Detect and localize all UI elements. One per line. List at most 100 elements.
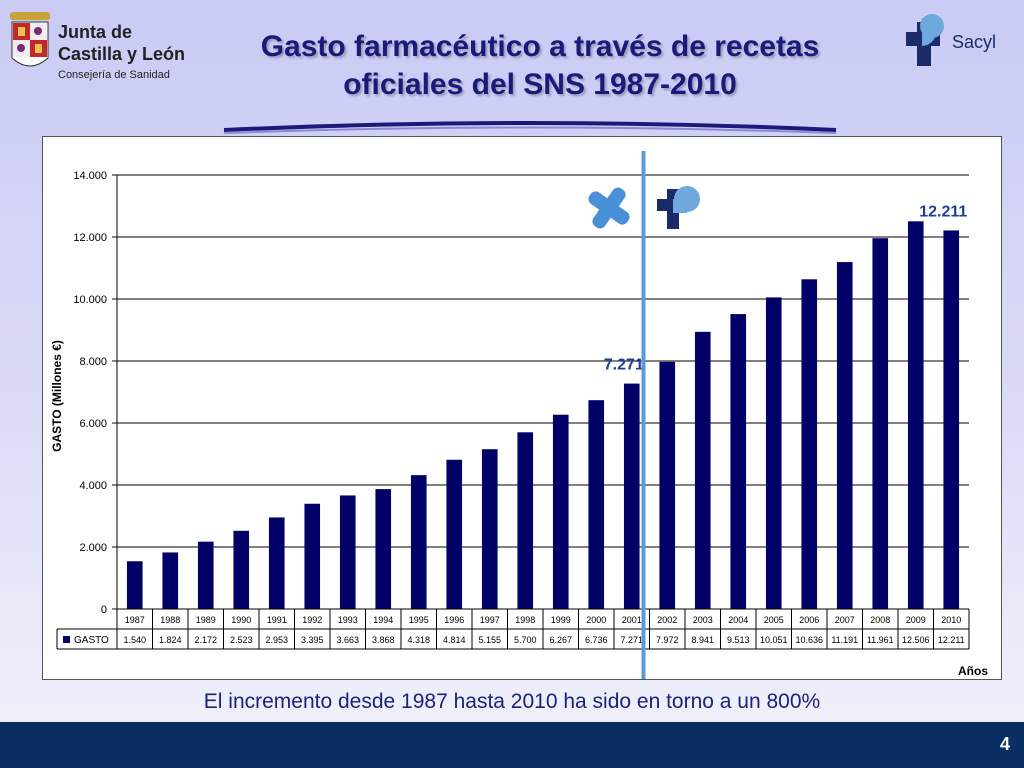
x-tick-label: 1993 — [338, 615, 358, 625]
data-label: 10.051 — [760, 635, 788, 645]
bar-2010 — [943, 230, 960, 610]
title-underline — [220, 120, 840, 136]
bar-2007 — [836, 262, 853, 609]
new-sacyl-cross-icon — [657, 186, 700, 229]
bar-1995 — [410, 475, 427, 609]
bar-1996 — [446, 459, 463, 609]
y-tick-label: 12.000 — [73, 232, 107, 244]
legend-swatch — [63, 636, 70, 643]
data-label: 12.211 — [938, 635, 965, 645]
title-line-1: Gasto farmacéutico a través de recetas — [260, 30, 820, 63]
data-label: 4.814 — [443, 635, 466, 645]
bar-2008 — [872, 238, 889, 610]
sacyl-cross-icon — [906, 14, 944, 66]
x-tick-label: 2003 — [693, 615, 713, 625]
data-label: 7.271 — [620, 635, 643, 645]
x-tick-label: 1995 — [409, 615, 429, 625]
data-label: 11.191 — [831, 635, 858, 645]
slide-caption: El incremento desde 1987 hasta 2010 ha s… — [203, 690, 821, 713]
data-label: 4.318 — [407, 635, 430, 645]
logo-line1: Junta de — [58, 22, 132, 42]
data-label: 12.506 — [902, 635, 930, 645]
bar-1991 — [268, 517, 285, 609]
old-sacyl-cross-icon — [588, 187, 630, 229]
y-axis-label: GASTO (Millones €) — [50, 340, 64, 452]
bar-1988 — [162, 552, 179, 609]
x-tick-label: 2001 — [622, 615, 642, 625]
data-label: 5.155 — [478, 635, 501, 645]
bar-1992 — [304, 503, 321, 609]
y-tick-label: 6.000 — [79, 418, 107, 430]
x-tick-label: 1987 — [125, 615, 145, 625]
data-label: 3.395 — [301, 635, 324, 645]
x-tick-label: 2002 — [657, 615, 677, 625]
data-label: 8.941 — [691, 635, 714, 645]
bar-1990 — [233, 530, 250, 609]
bar-1993 — [339, 495, 356, 609]
slide-title: Gasto farmacéutico a través de recetas o… — [200, 28, 880, 104]
bar-2000 — [588, 400, 605, 609]
bar-2001 — [623, 383, 640, 609]
x-tick-label: 2008 — [870, 615, 890, 625]
x-tick-label: 1998 — [515, 615, 535, 625]
data-label: 3.868 — [372, 635, 395, 645]
x-tick-label: 2010 — [941, 615, 961, 625]
bar-chart: 02.0004.0006.0008.00010.00012.00014.000 … — [50, 151, 988, 679]
x-axis-label: Años — [958, 664, 988, 678]
data-label: 2.523 — [230, 635, 253, 645]
data-label: 9.513 — [727, 635, 750, 645]
y-tick-label: 10.000 — [73, 294, 107, 306]
x-tick-label: 1989 — [196, 615, 216, 625]
sacyl-text: Sacyl — [952, 32, 996, 52]
sacyl-logo: Sacyl — [900, 10, 1020, 68]
y-tick-label: 14.000 — [73, 170, 107, 182]
bar-2002 — [659, 361, 676, 609]
x-tick-label: 1996 — [444, 615, 464, 625]
x-tick-label: 1992 — [302, 615, 322, 625]
y-tick-label: 8.000 — [79, 356, 107, 368]
bar-1989 — [197, 541, 214, 609]
bar-2005 — [765, 297, 782, 609]
x-tick-label: 1994 — [373, 615, 393, 625]
x-tick-label: 1990 — [231, 615, 251, 625]
x-tick-label: 2000 — [586, 615, 606, 625]
legend-label: GASTO — [74, 635, 109, 646]
data-label: 6.736 — [585, 635, 608, 645]
data-label: 1.824 — [159, 635, 182, 645]
bar-1997 — [481, 449, 498, 609]
page-number: 4 — [999, 734, 1010, 754]
x-tick-label: 2007 — [835, 615, 855, 625]
bar-1987 — [126, 561, 143, 609]
data-label: 10.636 — [795, 635, 823, 645]
footer-bar: 4 — [0, 722, 1024, 768]
data-label: 3.663 — [336, 635, 359, 645]
x-tick-label: 1999 — [551, 615, 571, 625]
data-label: 5.700 — [514, 635, 537, 645]
bar-2006 — [801, 279, 818, 609]
x-tick-label: 1988 — [160, 615, 180, 625]
coat-of-arms-icon — [10, 12, 50, 67]
value-annotation: 12.211 — [919, 203, 967, 220]
data-label: 7.972 — [656, 635, 679, 645]
logo-line2: Castilla y León — [58, 44, 185, 64]
x-tick-label: 2006 — [799, 615, 819, 625]
data-label: 11.961 — [867, 635, 894, 645]
x-tick-label: 2005 — [764, 615, 784, 625]
data-label: 2.953 — [265, 635, 288, 645]
bar-1994 — [375, 489, 392, 609]
bar-2003 — [694, 331, 711, 609]
data-label: 6.267 — [549, 635, 572, 645]
chart-container: 0 2.000 4.000 6.000 8.000 10.000 12.000 14.000 … — [42, 136, 1002, 680]
title-line-2: oficiales del SNS 1987-2010 — [343, 68, 737, 101]
bar-1998 — [517, 432, 534, 609]
value-annotation: 7.271 — [604, 357, 644, 374]
bar-1999 — [552, 414, 569, 609]
x-tick-label: 1997 — [480, 615, 500, 625]
x-tick-label: 2009 — [906, 615, 926, 625]
logo-line3: Consejería de Sanidad — [58, 69, 170, 81]
y-tick-label: 4.000 — [79, 480, 107, 492]
y-tick-label: 0 — [101, 604, 107, 616]
bar-2009 — [907, 221, 924, 609]
data-label: 1.540 — [123, 635, 146, 645]
bar-2004 — [730, 314, 747, 609]
